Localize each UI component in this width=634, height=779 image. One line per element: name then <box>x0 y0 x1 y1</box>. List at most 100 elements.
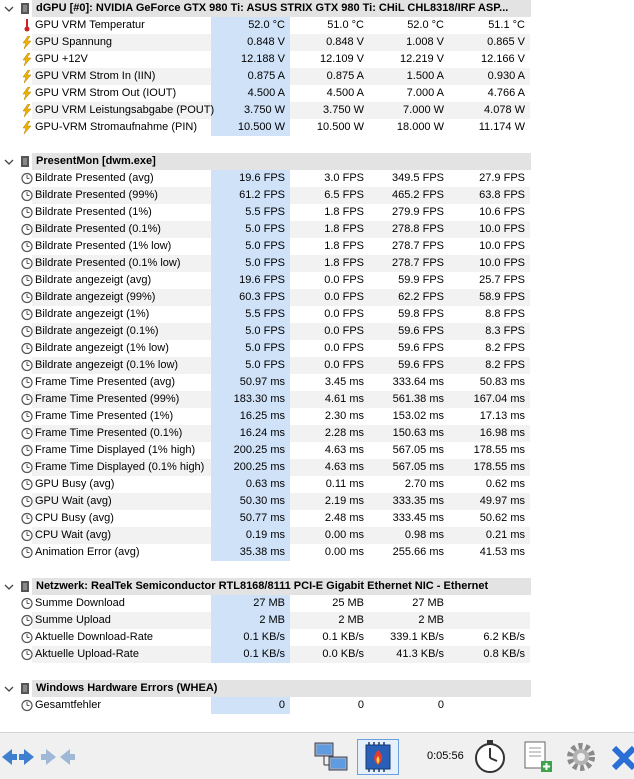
lightning-icon <box>21 86 33 101</box>
sensor-row[interactable]: Bildrate Presented (0.1% low) 5.0 FPS 1.8 … <box>0 255 634 272</box>
section-header[interactable]: PresentMon [dwm.exe] <box>0 153 634 170</box>
sensor-label: Bildrate angezeigt (1% low) <box>35 342 169 354</box>
sensor-row[interactable]: Bildrate angezeigt (0.1% low) 5.0 FPS 0.0 … <box>0 357 634 374</box>
current-value-highlight <box>211 170 290 187</box>
current-value-highlight <box>211 289 290 306</box>
sensor-row[interactable]: Bildrate angezeigt (1%) 5.5 FPS 0.0 FPS 59.… <box>0 306 634 323</box>
sensor-label: GPU +12V <box>35 53 88 65</box>
max-value: 59.6 FPS <box>398 359 444 371</box>
close-button[interactable] <box>608 739 634 775</box>
max-value: 333.45 ms <box>392 512 444 524</box>
sensor-row[interactable]: CPU Busy (avg) 50.77 ms 2.48 ms 333.45 ms 50… <box>0 510 634 527</box>
sensor-row[interactable]: Gesamtfehler 0 0 0 <box>0 697 634 714</box>
sensor-row[interactable]: GPU Busy (avg) 0.63 ms 0.11 ms 2.70 ms 0.62 … <box>0 476 634 493</box>
sensor-row[interactable]: Aktuelle Download-Rate 0.1 KB/s 0.1 KB/s 33… <box>0 629 634 646</box>
sensor-row[interactable]: CPU Wait (avg) 0.19 ms 0.00 ms 0.98 ms 0.21 … <box>0 527 634 544</box>
sensor-row[interactable]: Bildrate angezeigt (0.1%) 5.0 FPS 0.0 FPS 5… <box>0 323 634 340</box>
min-value: 0.848 V <box>326 36 364 48</box>
sensor-label: Frame Time Presented (1%) <box>35 410 174 422</box>
sensor-row[interactable]: Summe Upload 2 MB 2 MB 2 MB <box>0 612 634 629</box>
chevron-down-icon[interactable] <box>3 156 15 168</box>
sensor-row[interactable]: GPU VRM Temperatur 52.0 °C 51.0 °C 52.0 °C 5… <box>0 17 634 34</box>
chevron-down-icon[interactable] <box>3 3 15 15</box>
max-value: 0 <box>437 699 444 711</box>
current-value-highlight <box>211 629 290 646</box>
current-value: 5.0 FPS <box>245 342 285 354</box>
sensor-row[interactable]: Bildrate Presented (avg) 19.6 FPS 3.0 FPS 3… <box>0 170 634 187</box>
sensor-row[interactable]: Bildrate Presented (0.1%) 5.0 FPS 1.8 FPS 2… <box>0 221 634 238</box>
avg-value: 63.8 FPS <box>479 189 525 201</box>
sensor-row[interactable]: Frame Time Displayed (1% high) 200.25 ms 4… <box>0 442 634 459</box>
sensor-row[interactable]: Frame Time Presented (avg) 50.97 ms 3.45 m… <box>0 374 634 391</box>
clock-icon <box>21 393 33 406</box>
sensors-button[interactable] <box>357 739 399 775</box>
current-value: 0.63 ms <box>245 478 285 490</box>
sensor-row[interactable]: GPU +12V 12.188 V 12.109 V 12.219 V 12.166 V <box>0 51 634 68</box>
report-add-button[interactable] <box>519 739 555 775</box>
min-value: 0.0 FPS <box>324 308 364 320</box>
sensor-row[interactable]: Bildrate angezeigt (avg) 19.6 FPS 0.0 FPS 5… <box>0 272 634 289</box>
sensor-row[interactable]: Aktuelle Upload-Rate 0.1 KB/s 0.0 KB/s 41.3… <box>0 646 634 663</box>
settings-button[interactable] <box>563 739 599 775</box>
sensor-label: Bildrate angezeigt (99%) <box>35 291 156 303</box>
clock-icon <box>21 291 33 304</box>
current-value: 200.25 ms <box>233 461 285 473</box>
min-value: 0.0 FPS <box>324 325 364 337</box>
sensor-row[interactable]: Summe Download 27 MB 25 MB 27 MB <box>0 595 634 612</box>
section-header[interactable]: Netzwerk: RealTek Semiconductor RTL8168/… <box>0 578 634 595</box>
current-value-highlight <box>211 646 290 663</box>
max-value: 255.66 ms <box>392 546 444 558</box>
sensor-label: Bildrate Presented (1%) <box>35 206 152 218</box>
max-value: 52.0 °C <box>407 19 444 31</box>
sensor-row[interactable]: Bildrate Presented (1% low) 5.0 FPS 1.8 FP… <box>0 238 634 255</box>
avg-value: 8.2 FPS <box>485 359 525 371</box>
network-computers-button[interactable] <box>312 739 352 775</box>
clock-icon <box>21 240 33 253</box>
avg-value: 178.55 ms <box>473 444 525 456</box>
sensor-label: GPU Wait (avg) <box>35 495 112 507</box>
current-value-highlight <box>211 510 290 527</box>
section-band <box>32 578 531 595</box>
avg-value: 10.0 FPS <box>479 240 525 252</box>
current-value: 60.3 FPS <box>239 291 285 303</box>
stopwatch-button[interactable] <box>471 739 509 775</box>
sensor-row[interactable]: Bildrate angezeigt (99%) 60.3 FPS 0.0 FPS 6… <box>0 289 634 306</box>
nav-expand-button[interactable] <box>0 739 36 775</box>
lightning-icon <box>21 69 33 84</box>
avg-value: 178.55 ms <box>473 461 525 473</box>
sensor-row[interactable]: Animation Error (avg) 35.38 ms 0.00 ms 255.… <box>0 544 634 561</box>
sensor-row[interactable]: Bildrate Presented (1%) 5.5 FPS 1.8 FPS 279… <box>0 204 634 221</box>
avg-value: 25.7 FPS <box>479 274 525 286</box>
section-header[interactable]: dGPU [#0]: NVIDIA GeForce GTX 980 Ti: AS… <box>0 0 634 17</box>
nav-collapse-button[interactable] <box>40 739 76 775</box>
sensor-row[interactable]: Frame Time Presented (0.1%) 16.24 ms 2.28 … <box>0 425 634 442</box>
current-value-highlight <box>211 221 290 238</box>
clock-icon <box>21 376 33 389</box>
sensor-row[interactable]: Frame Time Presented (99%) 183.30 ms 4.61 … <box>0 391 634 408</box>
chevron-down-icon[interactable] <box>3 581 15 593</box>
avg-value: 41.53 ms <box>479 546 525 558</box>
chevron-down-icon[interactable] <box>3 683 15 695</box>
avg-value: 8.8 FPS <box>485 308 525 320</box>
avg-value: 11.174 W <box>478 121 525 133</box>
sensor-label: Animation Error (avg) <box>35 546 140 558</box>
current-value-highlight <box>211 391 290 408</box>
sensor-row[interactable]: GPU VRM Strom In (IIN) 0.875 A 0.875 A 1.50… <box>0 68 634 85</box>
sensor-row[interactable]: GPU VRM Leistungsabgabe (POUT) 3.750 W 3.7… <box>0 102 634 119</box>
sensor-row[interactable]: GPU Wait (avg) 50.30 ms 2.19 ms 333.35 ms 49… <box>0 493 634 510</box>
avg-value: 0.865 V <box>487 36 525 48</box>
min-value: 0.0 FPS <box>324 291 364 303</box>
sensor-row[interactable]: Bildrate Presented (99%) 61.2 FPS 6.5 FPS 4… <box>0 187 634 204</box>
sensor-row[interactable]: GPU VRM Strom Out (IOUT) 4.500 A 4.500 A 7.… <box>0 85 634 102</box>
current-value-highlight <box>211 17 290 34</box>
sensor-label: Frame Time Displayed (0.1% high) <box>35 461 205 473</box>
nav-expand-icon <box>2 749 34 765</box>
sensor-row[interactable]: Bildrate angezeigt (1% low) 5.0 FPS 0.0 FP… <box>0 340 634 357</box>
sensor-row[interactable]: Frame Time Presented (1%) 16.25 ms 2.30 ms… <box>0 408 634 425</box>
sensor-row[interactable]: GPU-VRM Stromaufnahme (PIN) 10.500 W 10.50… <box>0 119 634 136</box>
sensor-row[interactable]: GPU Spannung 0.848 V 0.848 V 1.008 V 0.865 V <box>0 34 634 51</box>
min-value: 2.19 ms <box>324 495 364 507</box>
sensor-label: GPU Busy (avg) <box>35 478 115 490</box>
section-header[interactable]: Windows Hardware Errors (WHEA) <box>0 680 634 697</box>
sensor-row[interactable]: Frame Time Displayed (0.1% high) 200.25 m… <box>0 459 634 476</box>
